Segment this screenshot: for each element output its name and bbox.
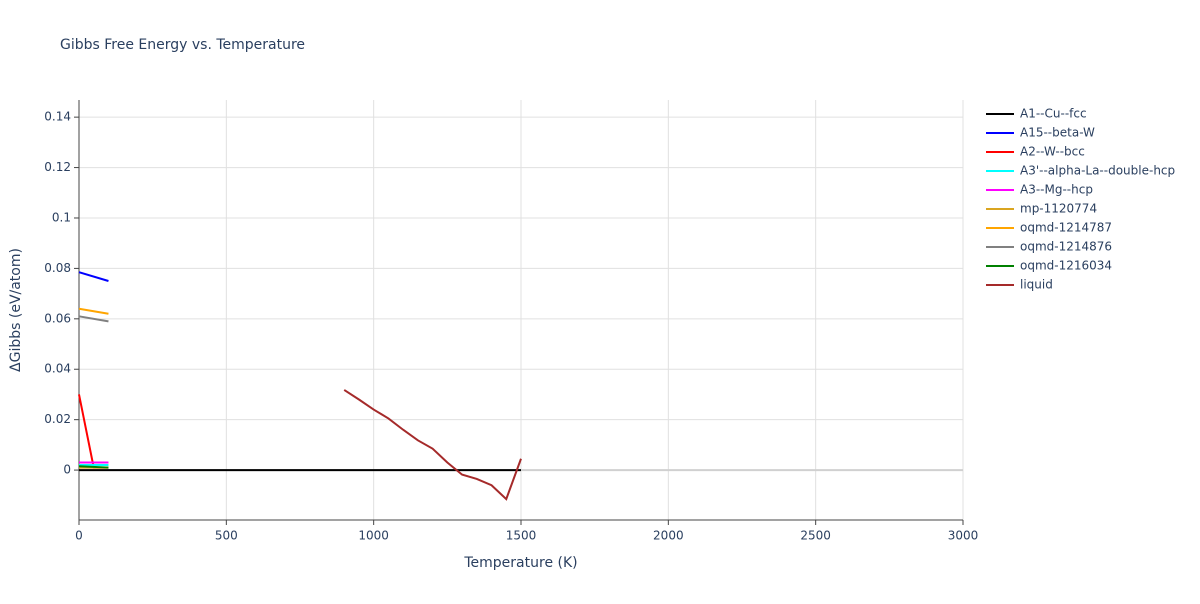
series-line [78, 271, 109, 282]
x-tick-label: 1000 [358, 529, 389, 543]
series-line [78, 307, 109, 315]
x-tick-label: 1500 [506, 529, 537, 543]
x-tick-label: 3000 [948, 529, 979, 543]
series-line [343, 389, 522, 501]
legend-label: oqmd-1214787 [1020, 221, 1112, 235]
x-tick-label: 2000 [653, 529, 684, 543]
y-tick-label: 0.08 [44, 261, 71, 275]
y-tick-label: 0.06 [44, 311, 71, 325]
chart-title: Gibbs Free Energy vs. Temperature [60, 37, 305, 53]
series-line [78, 465, 109, 469]
x-tick-label: 2500 [800, 529, 831, 543]
x-tick-label: 0 [75, 529, 83, 543]
legend-label: A2--W--bcc [1020, 145, 1085, 159]
legend-label: A1--Cu--fcc [1020, 107, 1087, 121]
y-tick-label: 0.04 [44, 362, 71, 376]
legend-label: liquid [1020, 278, 1053, 292]
y-tick-label: 0.02 [44, 412, 71, 426]
series-line [78, 315, 109, 323]
legend-label: mp-1120774 [1020, 202, 1097, 216]
legend-label: A15--beta-W [1020, 126, 1095, 140]
legend-label: oqmd-1214876 [1020, 240, 1112, 254]
y-tick-label: 0.1 [52, 210, 71, 224]
x-axis-label: Temperature (K) [463, 555, 577, 571]
legend-label: oqmd-1216034 [1020, 259, 1112, 273]
y-tick-label: 0.14 [44, 110, 71, 124]
y-tick-label: 0.12 [44, 160, 71, 174]
y-tick-label: 0 [63, 463, 71, 477]
legend-label: A3--Mg--hcp [1020, 183, 1093, 197]
y-axis-label: ΔGibbs (eV/atom) [8, 248, 24, 372]
series-line [78, 394, 109, 469]
x-tick-label: 500 [215, 529, 238, 543]
legend-label: A3'--alpha-La--double-hcp [1020, 164, 1175, 178]
